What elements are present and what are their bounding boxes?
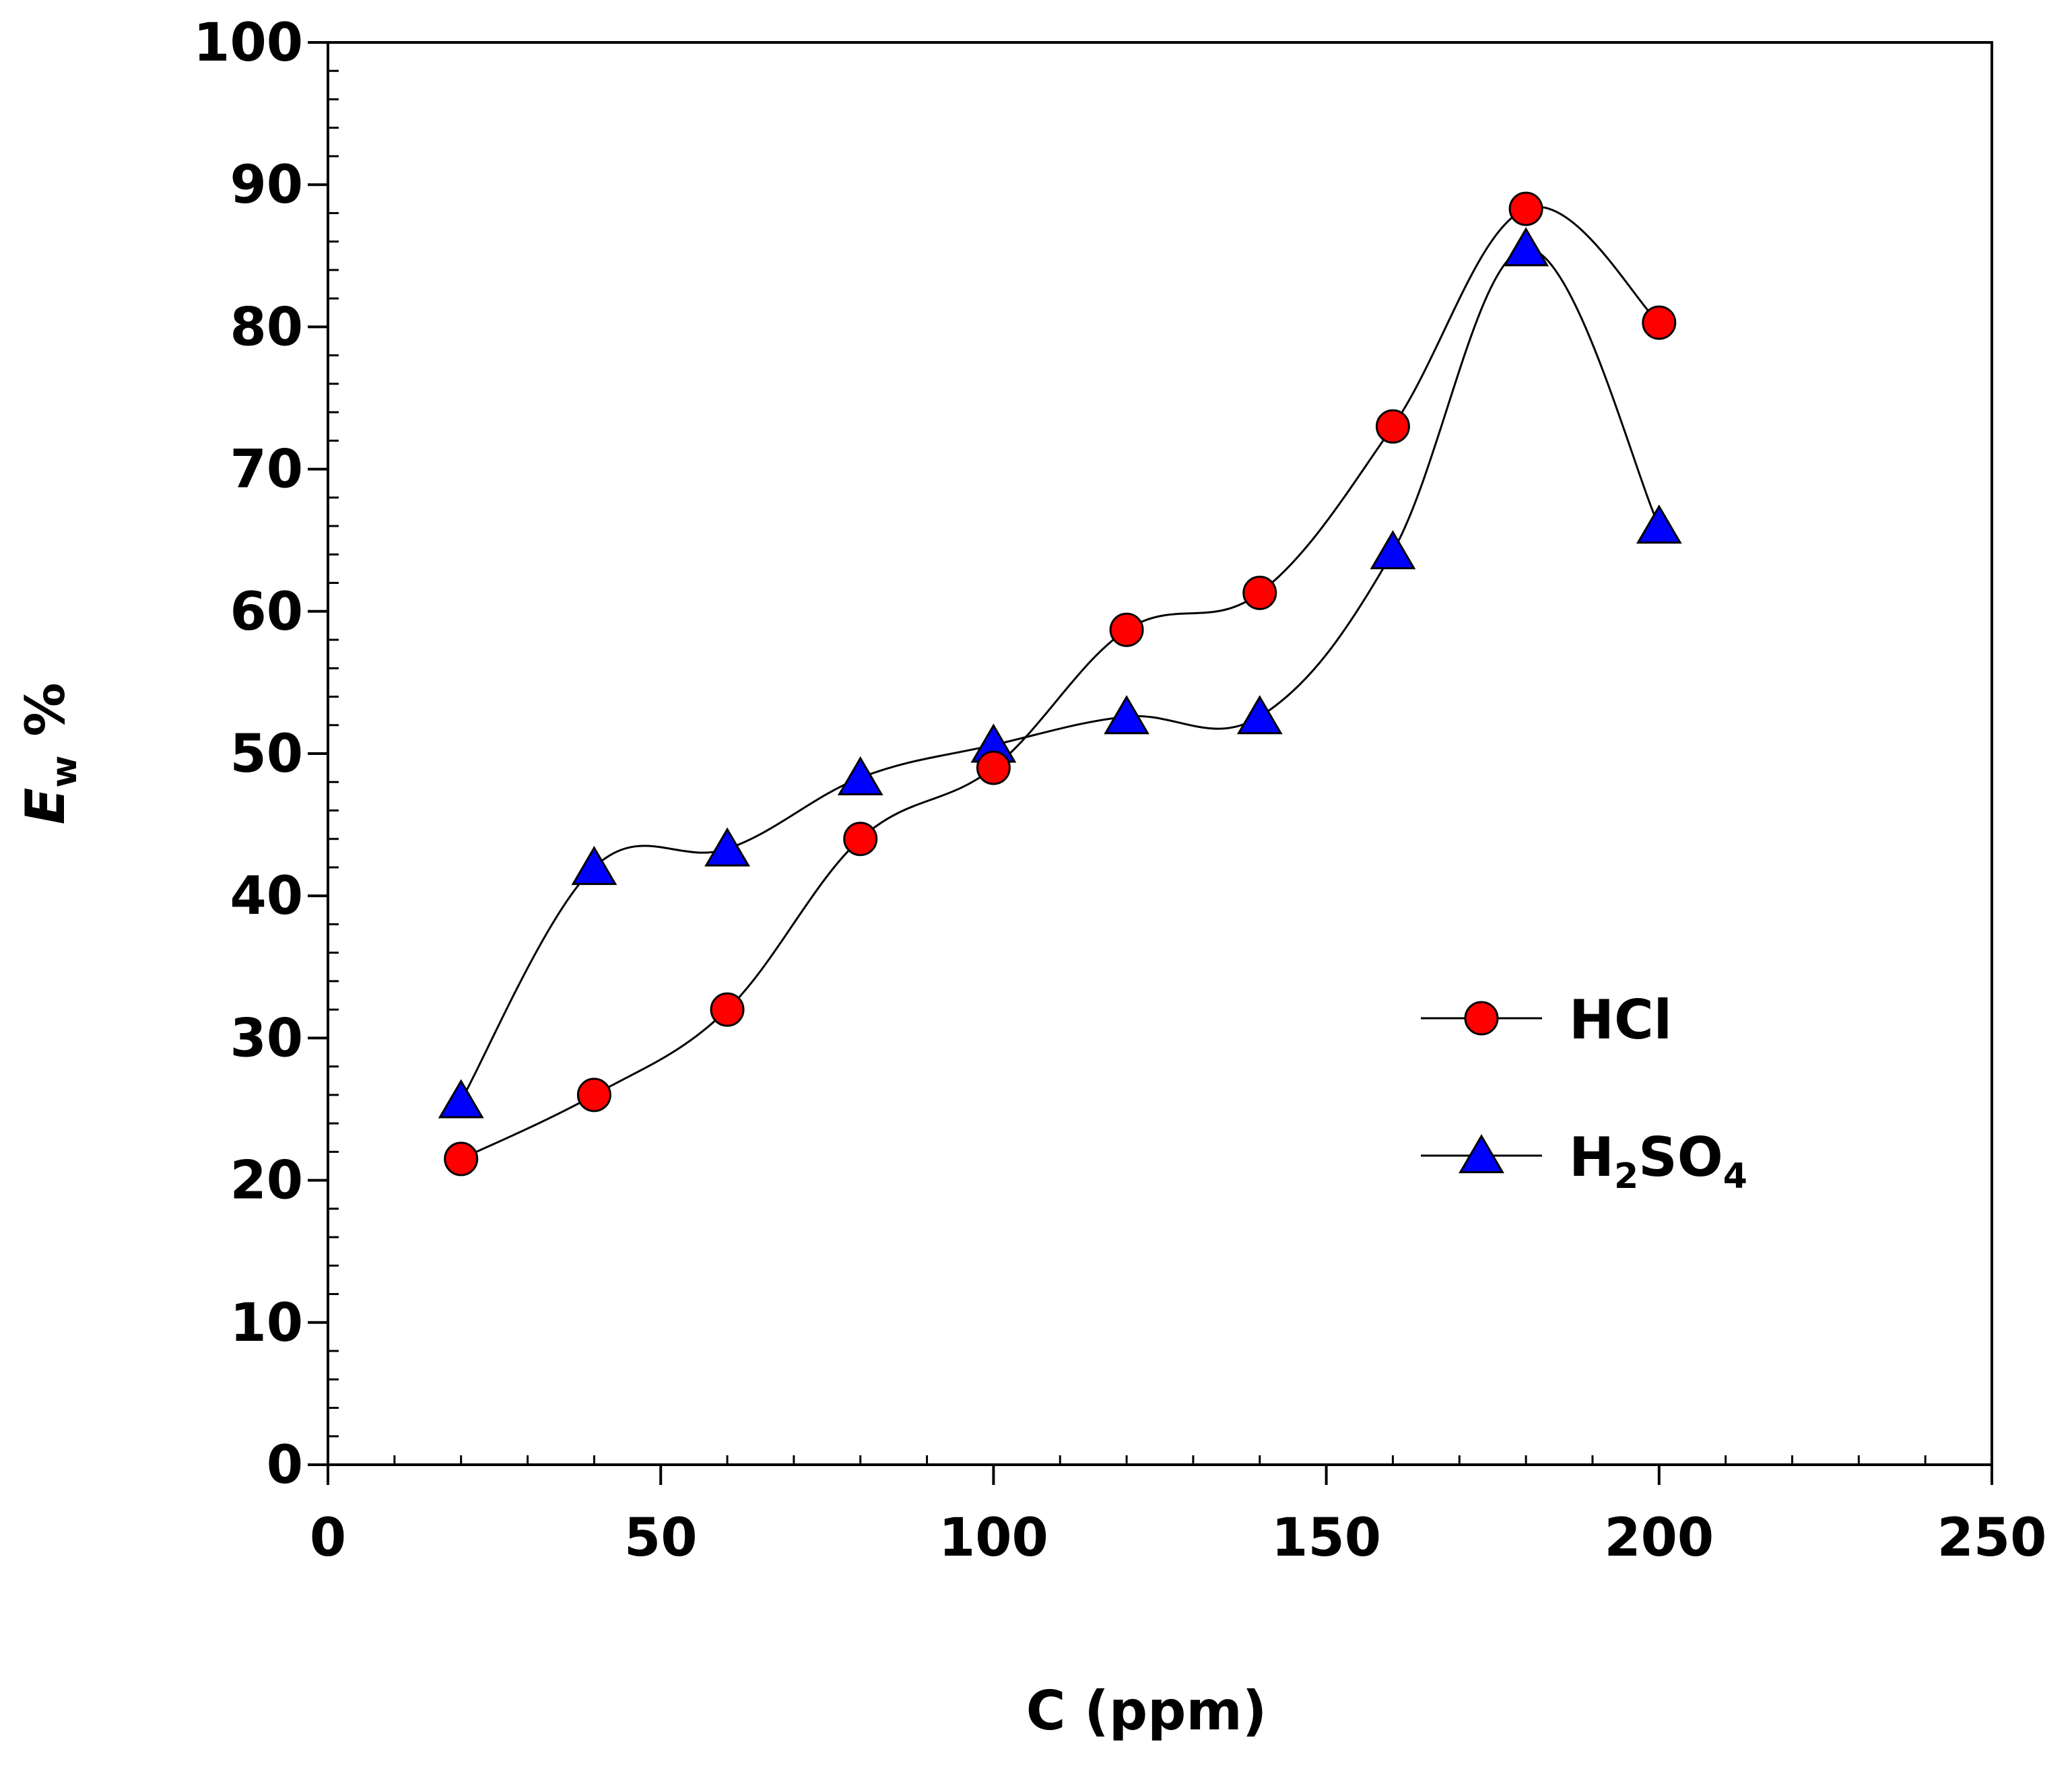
legend-label-part: HCl (1569, 989, 1672, 1051)
data-point-h2so4 (1104, 695, 1150, 735)
data-point-h2so4 (704, 827, 750, 867)
legend-marker-hcl (1464, 1001, 1499, 1036)
data-point-h2so4 (1236, 695, 1283, 735)
data-point-hcl (1375, 409, 1410, 444)
data-point-hcl (1508, 191, 1543, 226)
plot-area (327, 41, 1993, 1466)
y-tick-label: 0 (267, 1435, 303, 1496)
y-axis-title-subscript: w (44, 756, 85, 788)
x-tick-label: 250 (1937, 1508, 2047, 1568)
series-group (438, 191, 1682, 1176)
data-point-hcl (976, 750, 1011, 785)
legend-label-part: SO (1638, 1126, 1723, 1189)
x-tick-label: 100 (939, 1508, 1048, 1568)
data-point-h2so4 (1370, 530, 1416, 570)
y-tick-label: 60 (230, 582, 303, 642)
x-tick-label: 0 (310, 1508, 346, 1568)
legend-label-h2so4: H2SO4 (1569, 1126, 1747, 1197)
legend-marker-h2so4 (1459, 1134, 1504, 1174)
y-tick-label: 50 (230, 724, 303, 785)
series-line-h2so4 (460, 247, 1661, 1102)
data-point-hcl (1642, 305, 1677, 340)
y-tick-label: 40 (230, 866, 303, 927)
y-tick-label: 100 (193, 13, 303, 73)
data-point-h2so4 (1503, 227, 1549, 267)
data-point-hcl (1109, 612, 1144, 647)
data-point-hcl (576, 1078, 611, 1113)
y-tick-label: 30 (230, 1008, 303, 1069)
data-point-h2so4 (438, 1079, 484, 1119)
legend: HCl H2SO4 (1421, 989, 1747, 1197)
y-tick-label: 70 (230, 440, 303, 500)
data-point-hcl (1242, 575, 1277, 610)
y-tick-label: 90 (230, 155, 303, 216)
data-point-hcl (843, 822, 878, 857)
y-axis-title-suffix: % (14, 683, 77, 756)
x-axis-title: C (ppm) (1026, 1680, 1267, 1742)
legend-label-part: 2 (1614, 1156, 1638, 1197)
data-point-h2so4 (837, 756, 883, 796)
y-tick-label: 20 (230, 1151, 303, 1212)
y-axis-title-main: E (14, 788, 77, 825)
data-point-h2so4 (571, 845, 617, 886)
x-tick-label: 50 (624, 1508, 698, 1568)
legend-label-hcl: HCl (1569, 989, 1672, 1051)
axes: 0 50 100 150 200 250 0 10 20 30 40 50 60 70 80 90 100 C (… (14, 13, 2046, 1742)
y-axis-title: Ew % (14, 683, 85, 825)
series-line-hcl (461, 205, 1660, 1160)
data-point-hcl (710, 992, 745, 1027)
y-tick-label: 80 (230, 297, 303, 358)
y-tick-label: 10 (230, 1293, 303, 1354)
legend-label-part: 4 (1723, 1156, 1747, 1197)
x-tick-label: 200 (1604, 1508, 1714, 1568)
plot-frame (327, 41, 1993, 1466)
data-point-h2so4 (1636, 504, 1682, 544)
legend-label-part: H (1569, 1126, 1614, 1189)
data-point-hcl (444, 1141, 479, 1176)
x-tick-label: 150 (1271, 1508, 1381, 1568)
